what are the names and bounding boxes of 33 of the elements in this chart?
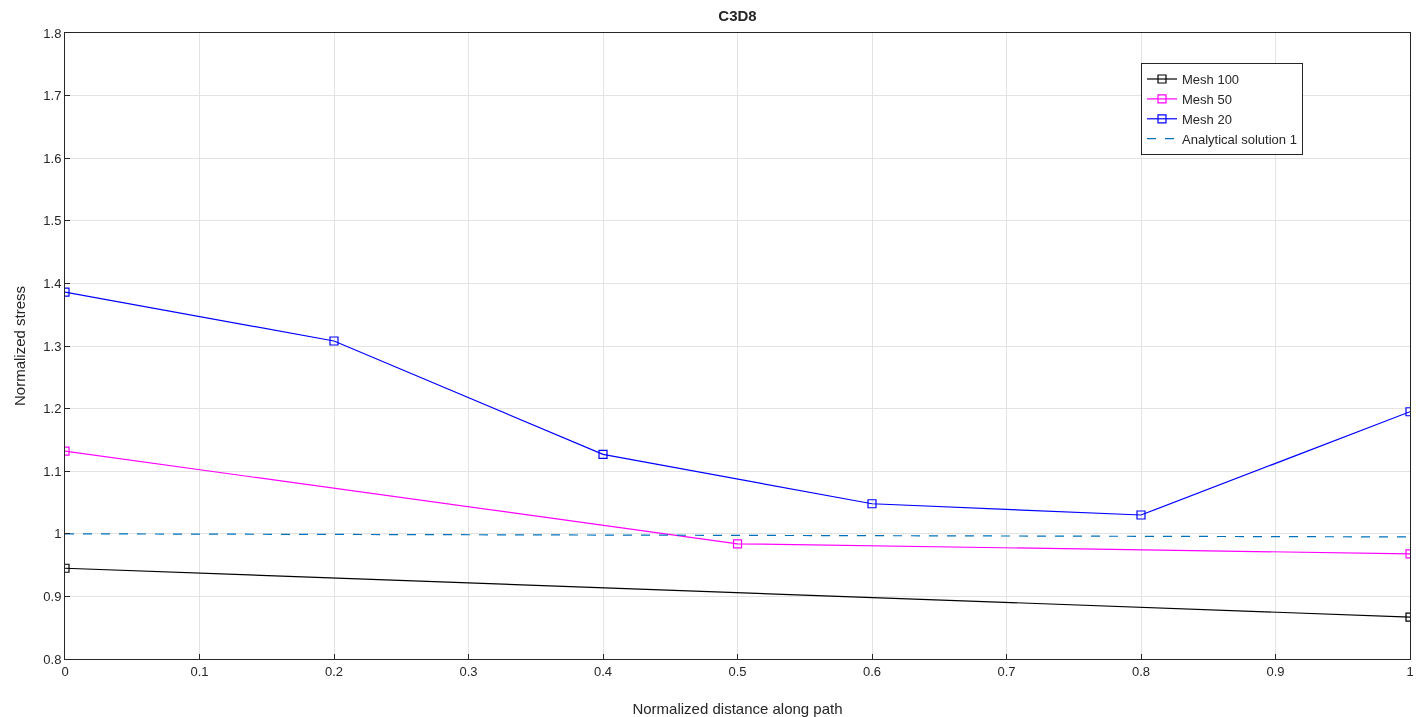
x-tick-label: 0.5 bbox=[728, 663, 747, 679]
y-tick-label: 1.7 bbox=[43, 88, 62, 104]
legend-label: Mesh 20 bbox=[1182, 111, 1232, 127]
y-tick-label: 1.6 bbox=[43, 150, 62, 166]
x-axis-title: Normalized distance along path bbox=[632, 700, 843, 717]
x-tick-label: 0.9 bbox=[1266, 663, 1285, 679]
x-tick-label: 0.3 bbox=[459, 663, 478, 679]
point bbox=[1136, 510, 1146, 520]
y-tick-label: 1.1 bbox=[43, 463, 62, 479]
x-tick-label: 0 bbox=[61, 663, 69, 679]
chart-title: C3D8 bbox=[718, 7, 757, 25]
legend-label: Mesh 100 bbox=[1182, 72, 1240, 88]
y-axis-title: Normalized stress bbox=[11, 285, 28, 407]
y-tick-label: 1.5 bbox=[43, 213, 62, 229]
x-tick-label: 0.8 bbox=[1131, 663, 1151, 679]
y-tick-label: 1.4 bbox=[43, 275, 62, 291]
x-tick-label: 1 bbox=[1406, 663, 1414, 679]
y-tick-label: 0.9 bbox=[43, 588, 62, 604]
legend-label: Mesh 50 bbox=[1182, 91, 1232, 107]
legend-label: Analytical solution 1 bbox=[1182, 131, 1297, 147]
y-tick-label: 1.2 bbox=[43, 401, 62, 417]
y-tick-label: 0.8 bbox=[43, 651, 62, 667]
x-tick-label: 0.6 bbox=[862, 663, 882, 679]
x-tick-label: 0.1 bbox=[190, 663, 209, 679]
point bbox=[867, 499, 877, 509]
point bbox=[598, 449, 608, 459]
x-tick-label: 0.7 bbox=[997, 663, 1016, 679]
x-tick-label: 0.4 bbox=[593, 663, 613, 679]
x-tick-label: 0.2 bbox=[324, 663, 344, 679]
y-tick-label: 1.8 bbox=[43, 25, 62, 41]
point bbox=[329, 336, 339, 346]
y-tick-label: 1 bbox=[54, 526, 62, 542]
y-tick-label: 1.3 bbox=[43, 338, 62, 354]
